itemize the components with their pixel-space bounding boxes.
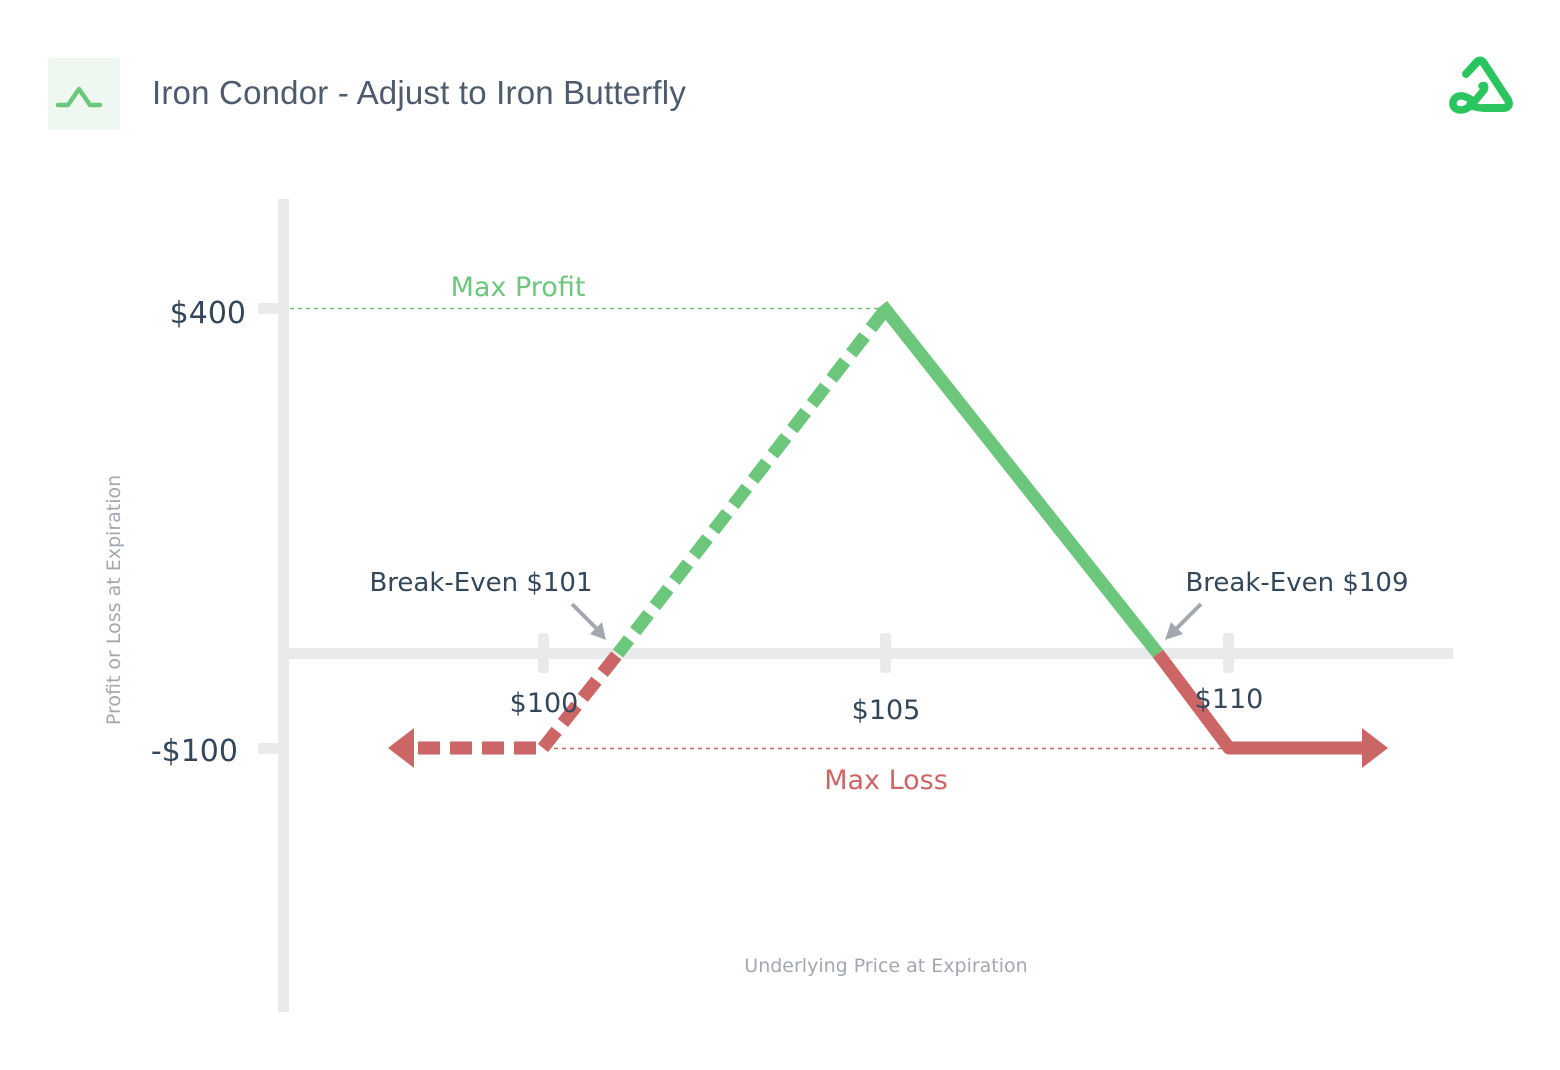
brand-logo-icon: [1449, 56, 1513, 114]
x-tick-label-100: $100: [510, 688, 579, 719]
x-axis-title: Underlying Price at Expiration: [744, 955, 1027, 977]
break-even-low-pointer-icon: [570, 602, 606, 640]
y-tick-label-400: $400: [170, 296, 246, 331]
max-loss-label: Max Loss: [824, 765, 948, 796]
x-tick-110: [1223, 633, 1234, 673]
x-tick-105: [880, 633, 891, 673]
break-even-high-pointer-icon: [1165, 602, 1203, 640]
y-axis: [278, 199, 289, 1012]
page-title: Iron Condor - Adjust to Iron Butterfly: [152, 74, 687, 111]
strategy-icon-tile: [48, 58, 120, 130]
max-profit-label: Max Profit: [451, 272, 586, 303]
left-arrowhead-icon: [388, 728, 414, 768]
y-axis-title: Profit or Loss at Expiration: [103, 475, 125, 725]
x-axis-zero-line: [289, 648, 1453, 659]
payoff-left-wing: [388, 306, 891, 768]
payoff-right-wing: [876, 300, 1388, 768]
x-tick-label-105: $105: [852, 695, 921, 726]
y-tick-neg100: [258, 743, 280, 754]
y-tick-label-neg100: -$100: [151, 734, 238, 769]
break-even-high-label: Break-Even $109: [1185, 568, 1408, 598]
x-tick-label-110: $110: [1195, 684, 1264, 715]
x-tick-100: [538, 633, 549, 673]
break-even-low-label: Break-Even $101: [369, 568, 592, 598]
y-tick-400: [258, 303, 280, 314]
right-arrowhead-icon: [1362, 728, 1388, 768]
payoff-tent-icon: [55, 86, 103, 108]
